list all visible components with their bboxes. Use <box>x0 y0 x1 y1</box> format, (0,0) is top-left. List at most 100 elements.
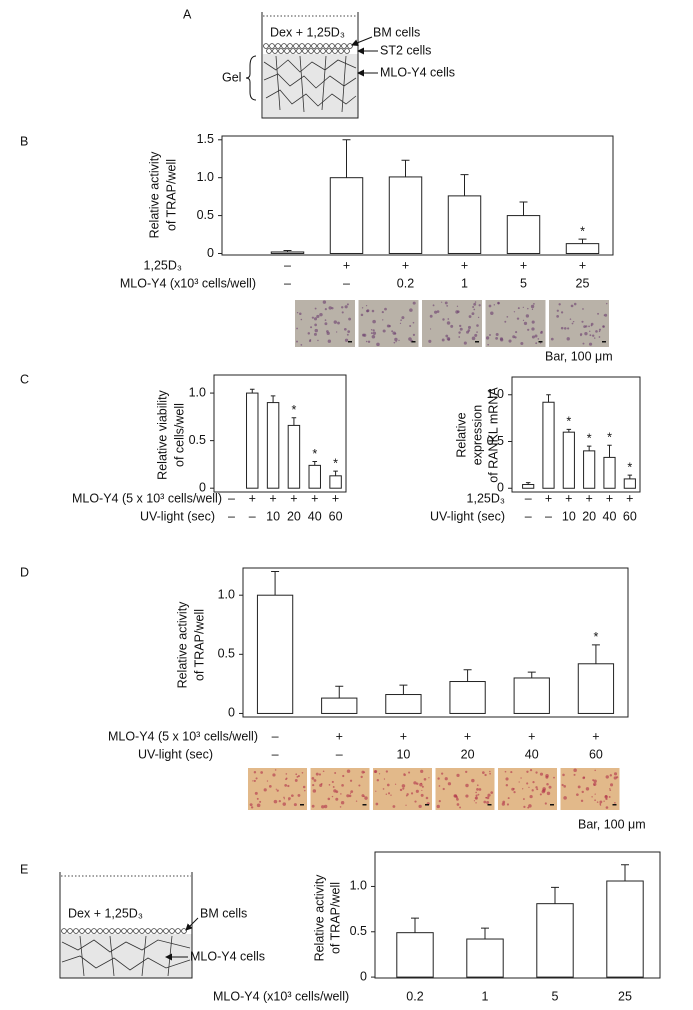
stained-cell <box>537 338 540 340</box>
error-bar <box>551 886 559 904</box>
stained-cell <box>275 788 277 790</box>
stained-cell <box>529 794 533 799</box>
stained-cell <box>475 791 477 794</box>
stained-cell <box>366 309 369 313</box>
condition-label: 1,25D₃ <box>467 491 505 505</box>
stained-cell <box>589 334 592 337</box>
stained-cell <box>399 322 402 325</box>
stained-cell <box>504 320 507 323</box>
stained-cell <box>614 802 616 804</box>
stained-cell <box>273 799 278 804</box>
error-bar <box>342 139 351 178</box>
stained-cell <box>394 337 398 342</box>
stained-cell <box>361 307 364 309</box>
scale-mark <box>425 804 429 806</box>
arrow <box>185 917 199 931</box>
error-bar <box>291 417 297 426</box>
stained-cell <box>385 793 388 795</box>
significance-mark: * <box>607 431 612 445</box>
stained-cell <box>328 306 332 310</box>
stained-cell <box>386 783 390 787</box>
stained-cell <box>560 311 564 314</box>
stained-cell <box>593 779 597 783</box>
stained-cell <box>309 339 312 341</box>
stained-cell <box>293 803 297 807</box>
bar <box>583 450 596 489</box>
stained-cell <box>378 773 381 775</box>
stained-cell <box>616 776 619 779</box>
stained-cell <box>475 802 477 804</box>
bar <box>246 392 259 489</box>
cell <box>133 928 139 934</box>
stained-cell <box>609 788 611 790</box>
condition-value: + <box>311 491 318 505</box>
stained-cell <box>531 335 535 339</box>
stained-cell <box>285 778 287 781</box>
scale-mark <box>602 341 606 343</box>
condition-value: + <box>464 729 471 743</box>
stained-cell <box>250 806 254 809</box>
stained-cell <box>605 797 608 801</box>
cell <box>103 928 109 934</box>
bar <box>623 478 636 489</box>
error-bar <box>283 249 292 252</box>
stained-cell <box>487 793 491 797</box>
stained-cell <box>573 302 577 306</box>
stained-cell <box>599 804 602 806</box>
medium-label: Dex + 1,25D₃ <box>68 906 143 920</box>
condition-value: – <box>228 491 235 505</box>
stained-cell <box>436 310 440 313</box>
condition-label: UV-light (sec) <box>140 509 215 523</box>
stained-cell <box>523 805 526 809</box>
y-axis-label: expression <box>470 405 484 465</box>
error-bar <box>566 428 572 433</box>
scale-mark <box>550 804 554 806</box>
stained-cell <box>596 801 599 803</box>
scale-bar-label: Bar, 100 μm <box>545 349 613 363</box>
stained-cell <box>412 321 415 324</box>
bar <box>562 431 575 489</box>
stained-cell <box>408 337 412 341</box>
stained-cell <box>342 774 345 778</box>
stained-cell <box>527 307 529 310</box>
condition-value: 10 <box>562 509 576 523</box>
stained-cell <box>314 307 317 310</box>
stained-cell <box>252 780 254 782</box>
stained-cell <box>311 804 315 808</box>
error-bar <box>460 174 469 196</box>
cell <box>344 48 350 54</box>
stained-cell <box>360 775 363 779</box>
significance-mark: * <box>587 431 592 445</box>
error-bar <box>607 444 612 458</box>
stained-cell <box>331 795 334 798</box>
bar <box>513 677 550 714</box>
condition-label: UV-light (sec) <box>430 509 505 523</box>
stained-cell <box>315 772 319 776</box>
stained-cell <box>486 800 490 804</box>
stained-cell <box>570 304 574 308</box>
condition-value: 40 <box>603 509 617 523</box>
condition-value: + <box>336 729 343 743</box>
cell <box>347 43 353 49</box>
stained-cell <box>399 788 403 792</box>
stained-cell <box>259 800 262 803</box>
plot-frame <box>221 135 614 256</box>
cell <box>296 48 302 54</box>
y-axis-label: Relative viability <box>155 389 169 479</box>
x-tick-label: 1 <box>482 989 489 1003</box>
stained-cell <box>376 778 380 782</box>
stained-cell <box>326 331 330 336</box>
error-bar <box>401 159 410 177</box>
stained-cell <box>370 332 373 335</box>
stained-cell <box>477 793 480 796</box>
stained-cell <box>531 789 534 792</box>
stained-cell <box>582 342 585 345</box>
condition-value: 10 <box>266 509 280 523</box>
stained-cell <box>314 328 318 333</box>
brace <box>245 55 257 101</box>
stained-cell <box>413 781 417 785</box>
stained-cell <box>370 328 373 331</box>
stained-cell <box>457 310 460 313</box>
stained-cell <box>314 323 317 327</box>
stained-cell <box>605 302 608 305</box>
